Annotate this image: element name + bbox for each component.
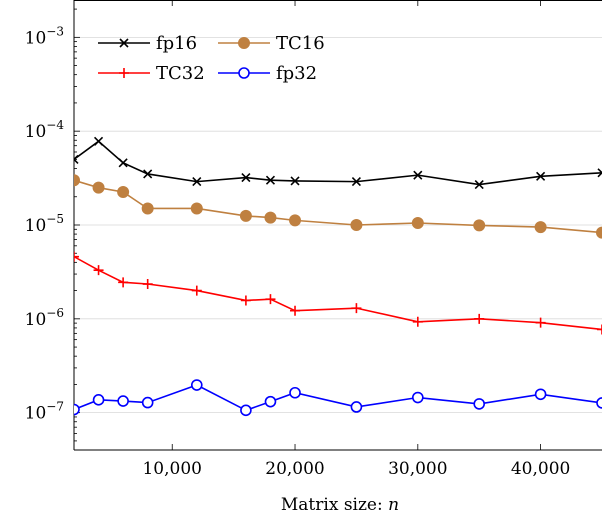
legend-label: TC32 [156, 63, 205, 84]
data-point-fp32 [190, 379, 203, 391]
data-point-tc16 [74, 174, 80, 187]
x-tick-label: 10,000 [142, 459, 201, 479]
data-point-fp16 [290, 176, 300, 186]
legend-label: fp32 [276, 63, 317, 84]
data-point-fp32 [74, 403, 80, 416]
data-point-fp32 [117, 395, 129, 407]
y-tick-label: 10−5 [25, 212, 64, 236]
legend-item-fp16: fp16 [98, 33, 197, 54]
data-point-tc32 [93, 265, 104, 276]
data-point-tc32 [290, 305, 301, 316]
data-point-tc32 [535, 317, 546, 328]
data-point-tc32 [142, 279, 153, 290]
legend-item-tc32: TC32 [98, 63, 205, 84]
data-point-tc16 [190, 202, 203, 215]
data-point-fp16 [118, 158, 128, 168]
data-point-fp32 [473, 398, 486, 410]
y-tick-label: 10−4 [25, 118, 65, 142]
data-point-fp16 [192, 177, 202, 187]
legend: fp16 TC16 TC32 fp32 [98, 33, 325, 84]
data-point-fp16 [351, 177, 361, 187]
legend-label: fp16 [156, 33, 197, 54]
data-point-tc16 [534, 221, 547, 234]
legend-label: TC16 [276, 33, 325, 54]
data-point-tc16 [473, 219, 486, 232]
x-tick-label: 30,000 [388, 459, 447, 479]
data-point-fp32 [534, 388, 547, 401]
data-point-fp16 [474, 179, 484, 190]
data-point-fp32 [412, 391, 424, 404]
legend-marker-fp32 [238, 67, 250, 79]
data-point-tc32 [597, 324, 602, 335]
data-point-fp16 [241, 173, 251, 183]
data-point-tc16 [141, 202, 154, 215]
series-line-fp16 [74, 140, 602, 186]
data-point-fp16 [413, 170, 423, 180]
data-point-tc16 [350, 219, 363, 231]
data-point-fp32 [92, 394, 105, 406]
data-point-tc16 [289, 214, 302, 227]
data-point-tc32 [118, 277, 129, 288]
legend-marker-tc16 [238, 37, 250, 49]
legend-marker-fp16 [119, 38, 129, 48]
data-point-tc32 [240, 295, 251, 306]
y-tick-label: 10−7 [25, 400, 64, 424]
grid [74, 36, 602, 414]
axes [73, 0, 602, 451]
data-point-fp32 [240, 404, 252, 417]
data-point-tc32 [191, 285, 202, 296]
y-tick-label: 10−3 [25, 24, 64, 48]
data-point-tc32 [351, 303, 362, 314]
series-line-fp32 [74, 384, 602, 412]
data-point-tc16 [264, 211, 277, 224]
series-layer [74, 136, 602, 417]
data-point-fp32 [141, 396, 154, 409]
data-point-fp16 [93, 136, 104, 146]
data-point-fp32 [289, 386, 301, 399]
data-point-tc32 [265, 294, 276, 305]
data-point-tc32 [74, 251, 79, 262]
data-point-tc32 [412, 316, 423, 327]
y-tick-label: 10−6 [25, 306, 64, 330]
x-axis-title: Matrix size: n [281, 495, 399, 515]
data-point-fp16 [143, 169, 153, 179]
data-point-fp16 [74, 154, 79, 164]
data-point-tc16 [596, 226, 602, 239]
data-point-tc16 [411, 217, 424, 230]
tick-labels: 10−7 10−6 10−5 10−4 10−3 10,000 20,000 30,000 40… [25, 24, 571, 479]
data-point-tc32 [474, 313, 485, 324]
data-point-fp16 [536, 171, 546, 181]
data-point-fp32 [350, 401, 363, 413]
legend-marker-tc32 [119, 68, 129, 78]
data-point-tc16 [117, 185, 130, 198]
data-point-tc16 [92, 181, 105, 194]
x-tick-label: 20,000 [265, 459, 324, 479]
data-point-fp32 [264, 395, 277, 408]
data-point-fp16 [265, 175, 276, 185]
data-point-fp32 [596, 397, 602, 409]
x-tick-label: 40,000 [511, 459, 570, 479]
legend-item-tc16: TC16 [218, 33, 325, 54]
data-point-tc16 [239, 209, 252, 222]
legend-item-fp32: fp32 [218, 63, 317, 84]
data-point-fp16 [597, 168, 602, 178]
